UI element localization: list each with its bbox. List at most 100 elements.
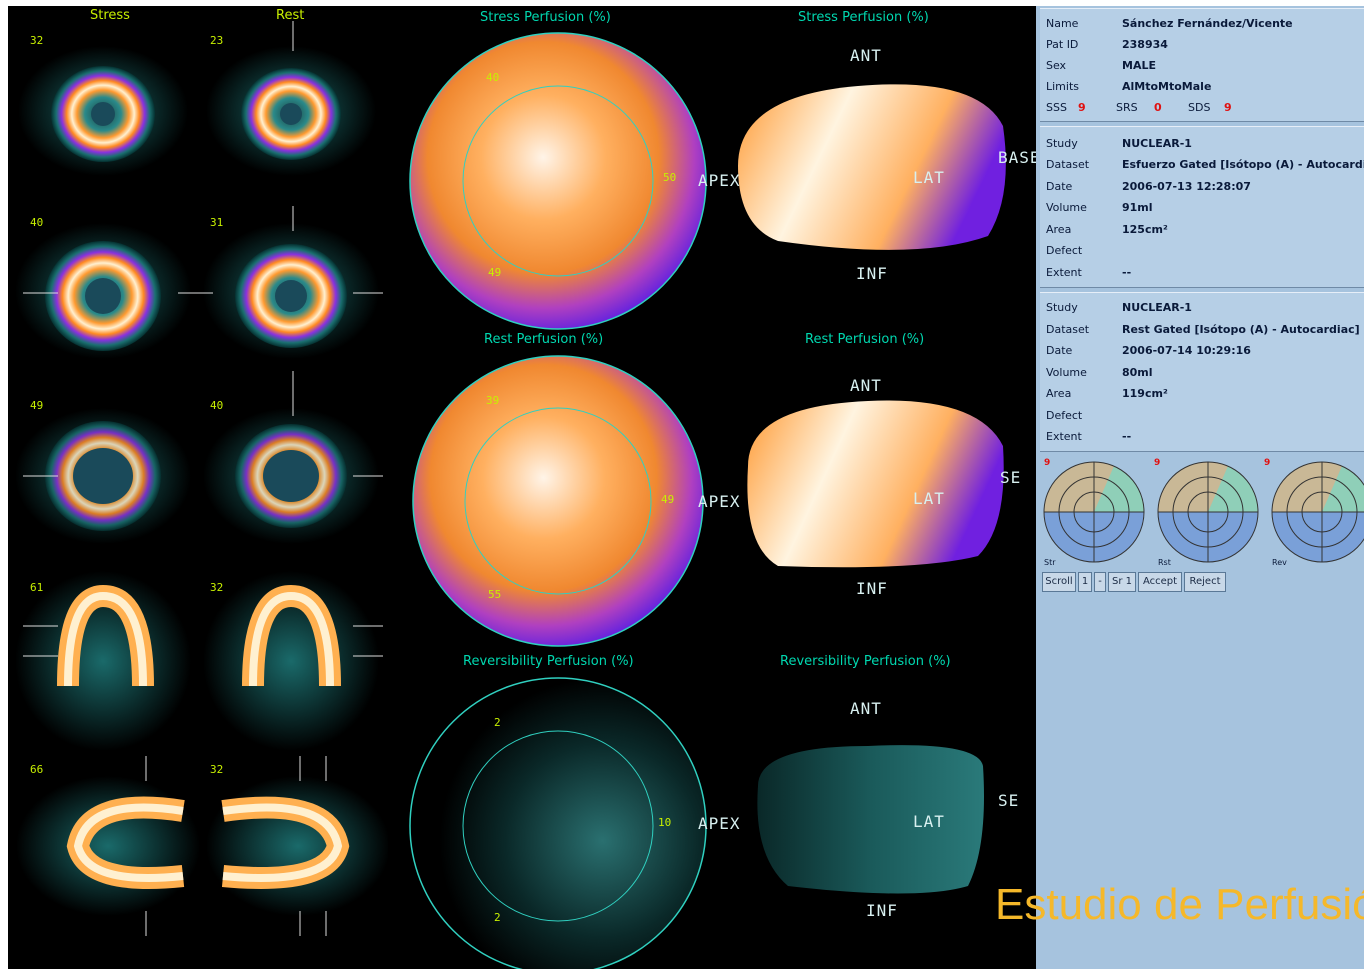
study-value: NUCLEAR-1 <box>1122 137 1192 150</box>
slice-number: 32 <box>210 581 224 594</box>
slice-number: 40 <box>30 216 44 229</box>
date-label: Date <box>1046 180 1073 193</box>
rest-column-label: Rest <box>276 8 305 23</box>
volume-label: Volume <box>1046 366 1087 379</box>
area-label: Area <box>1046 223 1072 236</box>
score-badge: 9 <box>1044 458 1051 468</box>
date-label: Date <box>1046 344 1073 357</box>
chart-label: Rst <box>1158 558 1171 567</box>
area-value: 119cm² <box>1122 387 1168 400</box>
defect-label: Defect <box>1046 409 1083 422</box>
sds-value: 9 <box>1224 101 1232 114</box>
name-value: Sánchez Fernández/Vicente <box>1122 17 1293 30</box>
polar-value: 49 <box>661 493 675 506</box>
polar-maps <box>409 32 707 969</box>
rev-surface-title: Reversibility Perfusion (%) <box>780 654 951 669</box>
srs-label: SRS <box>1116 101 1138 114</box>
study-label: Study <box>1046 301 1078 314</box>
rest-surface-title: Rest Perfusion (%) <box>805 332 925 347</box>
frame-button[interactable]: 1 <box>1078 572 1092 592</box>
srs-value: 0 <box>1154 101 1162 114</box>
slice-number: 32 <box>30 34 44 47</box>
patid-label: Pat ID <box>1046 38 1079 51</box>
polar-value: 10 <box>658 816 672 829</box>
extent-value: -- <box>1122 266 1132 279</box>
scroll-button[interactable]: Scroll <box>1042 572 1076 592</box>
direction-apex: APEX <box>698 171 741 190</box>
polar-value: 50 <box>663 171 677 184</box>
polar-value: 39 <box>486 394 500 407</box>
polar-value: 40 <box>486 71 500 84</box>
slice-number: 32 <box>210 763 224 776</box>
defect-label: Defect <box>1046 244 1083 257</box>
direction-lat: LAT <box>913 168 945 187</box>
slice-number: 23 <box>210 34 224 47</box>
extent-label: Extent <box>1046 430 1082 443</box>
date-value: 2006-07-13 12:28:07 <box>1122 180 1251 193</box>
rest-study-box: Study NUCLEAR-1 Dataset Rest Gated [Isót… <box>1040 292 1364 452</box>
stress-column-label: Stress <box>90 8 130 23</box>
direction-inf: INF <box>866 901 898 920</box>
sex-label: Sex <box>1046 59 1067 72</box>
slice-number: 49 <box>30 399 44 412</box>
volume-value: 91ml <box>1122 201 1153 214</box>
polar-value: 49 <box>488 266 502 279</box>
reject-button[interactable]: Reject <box>1184 572 1226 592</box>
extent-label: Extent <box>1046 266 1082 279</box>
dataset-label: Dataset <box>1046 158 1090 171</box>
slice-images <box>15 21 388 936</box>
score-badge: 9 <box>1264 458 1271 468</box>
dataset-value: Rest Gated [Isótopo (A) - Autocardiac] <box>1122 323 1360 336</box>
dataset-value: Esfuerzo Gated [Isótopo (A) - Autocardia… <box>1122 158 1364 171</box>
direction-lat: LAT <box>913 812 945 831</box>
stress-polar-title: Stress Perfusion (%) <box>480 10 611 25</box>
chart-label: Str <box>1044 558 1056 567</box>
direction-ant: ANT <box>850 46 882 65</box>
sss-value: 9 <box>1078 101 1086 114</box>
limits-value: AlMtoMtoMale <box>1122 80 1212 93</box>
direction-ant: ANT <box>850 376 882 395</box>
sr-button[interactable]: Sr 1 <box>1108 572 1136 592</box>
date-value: 2006-07-14 10:29:16 <box>1122 344 1251 357</box>
direction-se: SE <box>1000 468 1022 487</box>
name-label: Name <box>1046 17 1079 30</box>
volume-value: 80ml <box>1122 366 1153 379</box>
direction-inf: INF <box>856 264 888 283</box>
direction-apex: APEX <box>698 814 741 833</box>
limits-label: Limits <box>1046 80 1079 93</box>
patid-value: 238934 <box>1122 38 1168 51</box>
slice-number: 66 <box>30 763 44 776</box>
study-value: NUCLEAR-1 <box>1122 301 1192 314</box>
segment-score-charts <box>1043 461 1364 563</box>
area-value: 125cm² <box>1122 223 1168 236</box>
extent-value: -- <box>1122 430 1132 443</box>
sss-label: SSS <box>1046 101 1067 114</box>
slice-number: 40 <box>210 399 224 412</box>
chart-label: Rev <box>1272 558 1287 567</box>
sds-label: SDS <box>1188 101 1211 114</box>
direction-ant: ANT <box>850 699 882 718</box>
polar-value: 2 <box>494 911 501 924</box>
area-label: Area <box>1046 387 1072 400</box>
accept-button[interactable]: Accept <box>1138 572 1182 592</box>
slice-number: 31 <box>210 216 224 229</box>
minus-button[interactable]: - <box>1094 572 1106 592</box>
info-panel: Name Sánchez Fernández/Vicente Pat ID 23… <box>1036 6 1364 969</box>
direction-apex: APEX <box>698 492 741 511</box>
volume-label: Volume <box>1046 201 1087 214</box>
stress-surface-title: Stress Perfusion (%) <box>798 10 929 25</box>
score-badge: 9 <box>1154 458 1161 468</box>
direction-lat: LAT <box>913 489 945 508</box>
direction-se: SE <box>998 791 1020 810</box>
polar-value: 2 <box>494 716 501 729</box>
caption-overlay: Estudio de Perfusión <box>995 880 1364 929</box>
study-label: Study <box>1046 137 1078 150</box>
dataset-label: Dataset <box>1046 323 1090 336</box>
image-viewer[interactable]: Stress Rest 32 23 40 31 49 40 61 32 66 3… <box>8 6 1036 969</box>
rest-polar-title: Rest Perfusion (%) <box>484 332 604 347</box>
polar-value: 55 <box>488 588 502 601</box>
surface-renders <box>738 84 1006 894</box>
slice-number: 61 <box>30 581 44 594</box>
sex-value: MALE <box>1122 59 1156 72</box>
stress-study-box: Study NUCLEAR-1 Dataset Esfuerzo Gated [… <box>1040 126 1364 288</box>
